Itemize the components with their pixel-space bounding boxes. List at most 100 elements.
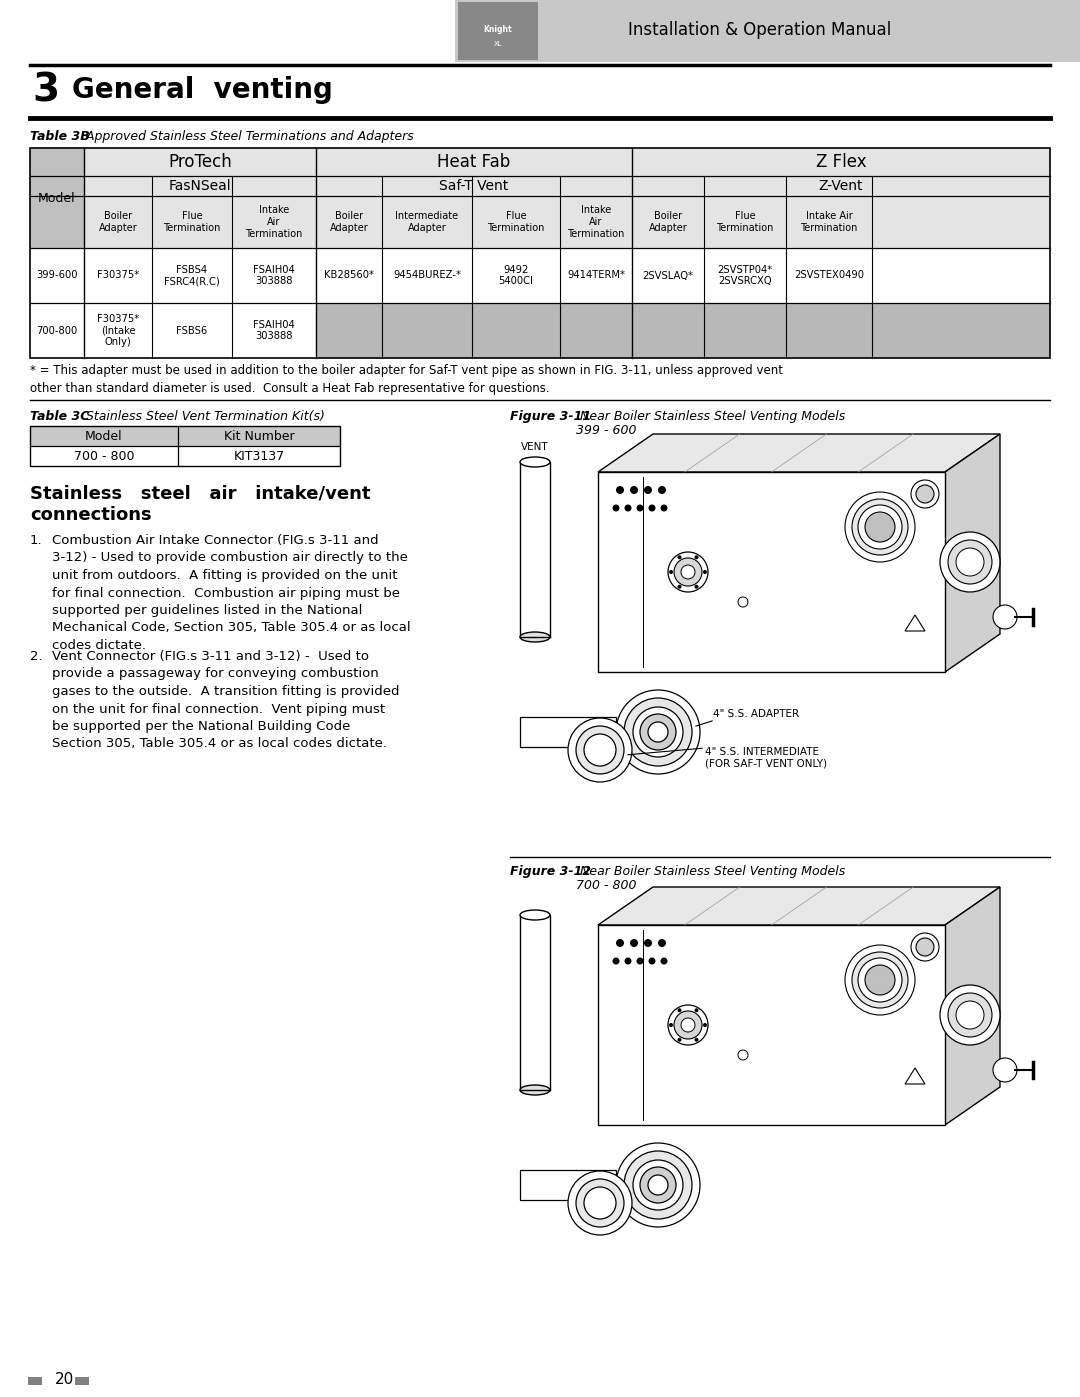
Text: 9492
5400CI: 9492 5400CI: [499, 264, 534, 286]
Text: 2SVSTEX0490: 2SVSTEX0490: [794, 271, 864, 281]
Polygon shape: [598, 925, 945, 1125]
Circle shape: [694, 1038, 699, 1042]
Bar: [519, 915, 550, 1090]
Circle shape: [633, 1160, 683, 1210]
Text: Approved Stainless Steel Terminations and Adapters: Approved Stainless Steel Terminations an…: [82, 130, 414, 142]
Text: 3: 3: [32, 73, 59, 110]
Circle shape: [845, 944, 915, 1016]
Circle shape: [658, 486, 666, 495]
Circle shape: [865, 511, 895, 542]
Circle shape: [694, 1009, 699, 1013]
Text: 399 - 600: 399 - 600: [576, 425, 636, 437]
Circle shape: [661, 504, 667, 511]
Polygon shape: [598, 472, 945, 672]
Polygon shape: [945, 434, 1000, 672]
Polygon shape: [945, 887, 1000, 1125]
Circle shape: [568, 718, 632, 782]
Circle shape: [616, 939, 624, 947]
Circle shape: [584, 733, 616, 766]
Circle shape: [568, 1171, 632, 1235]
Text: FSAIH04
303888: FSAIH04 303888: [253, 320, 295, 341]
Circle shape: [576, 726, 624, 774]
Text: Kit Number: Kit Number: [224, 429, 295, 443]
Text: 700-800: 700-800: [37, 326, 78, 335]
Circle shape: [858, 504, 902, 549]
Bar: [455, 0, 1080, 61]
Text: ProTech: ProTech: [168, 154, 232, 170]
Text: XL: XL: [494, 41, 502, 47]
Text: Boiler
Adapter: Boiler Adapter: [649, 211, 687, 233]
Circle shape: [677, 1009, 681, 1013]
Circle shape: [584, 1187, 616, 1220]
Circle shape: [677, 555, 681, 559]
Text: Flue
Termination: Flue Termination: [163, 211, 220, 233]
Bar: [30, 148, 1050, 358]
Text: Intake
Air
Termination: Intake Air Termination: [567, 204, 624, 239]
Text: 2SVSLAQ*: 2SVSLAQ*: [643, 271, 693, 281]
Text: 9454BUREZ-*: 9454BUREZ-*: [393, 271, 461, 281]
Bar: [30, 426, 340, 467]
Text: Flue
Termination: Flue Termination: [716, 211, 773, 233]
Circle shape: [681, 1018, 696, 1032]
Circle shape: [624, 1151, 692, 1220]
Text: Figure 3-12: Figure 3-12: [510, 865, 591, 877]
Circle shape: [661, 957, 667, 964]
Circle shape: [633, 707, 683, 757]
Circle shape: [940, 985, 1000, 1045]
Text: Z-Vent: Z-Vent: [819, 179, 863, 193]
Text: F30375*
(Intake
Only): F30375* (Intake Only): [97, 314, 139, 346]
Text: FSAIH04
303888: FSAIH04 303888: [253, 264, 295, 286]
Text: Z Flex: Z Flex: [815, 154, 866, 170]
Text: Combustion Air Intake Connector (FIG.s 3-11 and
3-12) - Used to provide combusti: Combustion Air Intake Connector (FIG.s 3…: [52, 534, 410, 652]
Text: Knight: Knight: [484, 25, 512, 35]
Text: Intermediate
Adapter: Intermediate Adapter: [395, 211, 459, 233]
Bar: [519, 717, 616, 747]
Circle shape: [694, 555, 699, 559]
Ellipse shape: [519, 457, 550, 467]
Text: Intake Air
Termination: Intake Air Termination: [800, 211, 858, 233]
Text: FSBS4
FSRC4(R.C): FSBS4 FSRC4(R.C): [164, 264, 220, 286]
Text: KB28560*: KB28560*: [324, 271, 374, 281]
Circle shape: [956, 1002, 984, 1030]
Circle shape: [993, 605, 1017, 629]
Text: 9414TERM*: 9414TERM*: [567, 271, 625, 281]
Text: General  venting: General venting: [72, 75, 333, 103]
Text: Table 3C: Table 3C: [30, 409, 90, 423]
Text: KIT3137: KIT3137: [233, 450, 284, 462]
Bar: [30, 148, 84, 249]
Circle shape: [669, 552, 708, 592]
Circle shape: [916, 485, 934, 503]
Circle shape: [636, 957, 644, 964]
Bar: [84, 196, 1050, 249]
Circle shape: [648, 1175, 669, 1194]
Circle shape: [738, 597, 748, 608]
Circle shape: [852, 951, 908, 1009]
Circle shape: [858, 958, 902, 1002]
Circle shape: [648, 722, 669, 742]
Bar: [30, 426, 340, 446]
Circle shape: [674, 1011, 702, 1039]
Circle shape: [624, 698, 692, 766]
Circle shape: [644, 486, 652, 495]
Text: Figure 3-11: Figure 3-11: [510, 409, 591, 423]
Circle shape: [576, 1179, 624, 1227]
Circle shape: [845, 492, 915, 562]
Text: Vent Connector (FIG.s 3-11 and 3-12) -  Used to
provide a passageway for conveyi: Vent Connector (FIG.s 3-11 and 3-12) - U…: [52, 650, 400, 750]
Text: 399-600: 399-600: [37, 271, 78, 281]
Text: * = This adapter must be used in addition to the boiler adapter for Saf-T vent p: * = This adapter must be used in additio…: [30, 365, 783, 395]
Circle shape: [669, 1004, 708, 1045]
Circle shape: [738, 1051, 748, 1060]
Circle shape: [852, 499, 908, 555]
Text: F30375*: F30375*: [97, 271, 139, 281]
Circle shape: [616, 690, 700, 774]
Text: Model: Model: [38, 191, 76, 204]
Polygon shape: [598, 887, 1000, 925]
Text: 1.: 1.: [30, 534, 42, 548]
Bar: [519, 1171, 616, 1200]
Circle shape: [703, 1023, 707, 1027]
Circle shape: [940, 532, 1000, 592]
Circle shape: [669, 1023, 673, 1027]
Circle shape: [912, 481, 939, 509]
Circle shape: [648, 957, 656, 964]
Circle shape: [681, 564, 696, 578]
